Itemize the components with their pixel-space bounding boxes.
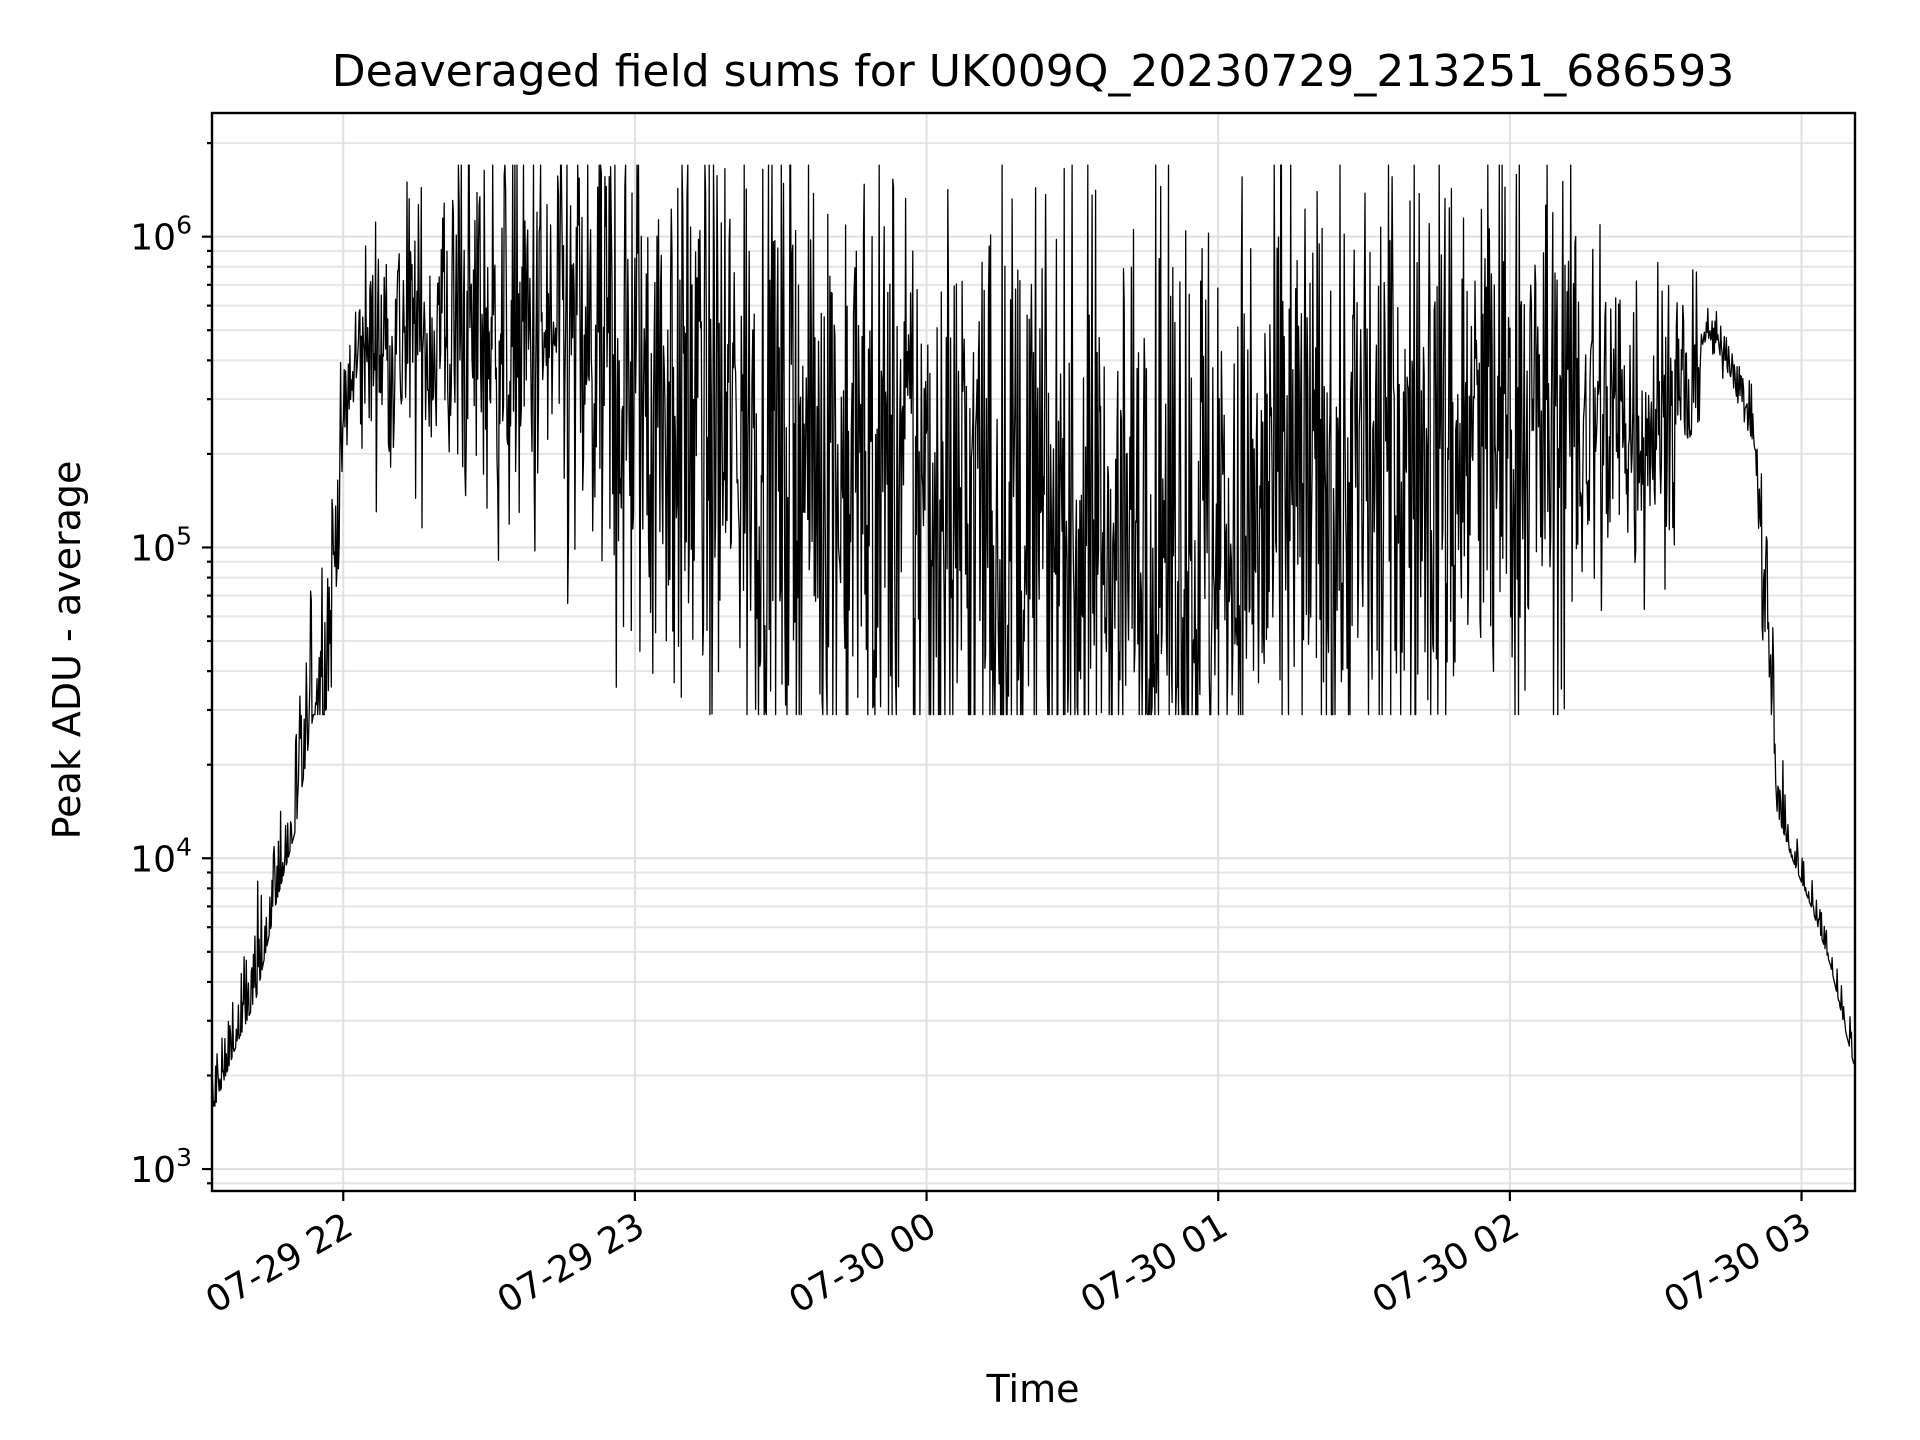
plot-area (210, 111, 1857, 1193)
series-line (211, 164, 1856, 1107)
plot-frame (210, 111, 1857, 1193)
y-tick-label: 105 (130, 521, 192, 569)
y-tick-label: 104 (130, 832, 192, 880)
y-tick-label: 103 (130, 1143, 192, 1191)
x-axis-label: Time (986, 1367, 1080, 1411)
y-tick-label: 106 (130, 211, 192, 259)
y-axis-label: Peak ADU - average (45, 461, 89, 840)
chart-title: Deaveraged field sums for UK009Q_2023072… (332, 46, 1735, 97)
y-axis: 103 104 105 106 (130, 142, 212, 1191)
